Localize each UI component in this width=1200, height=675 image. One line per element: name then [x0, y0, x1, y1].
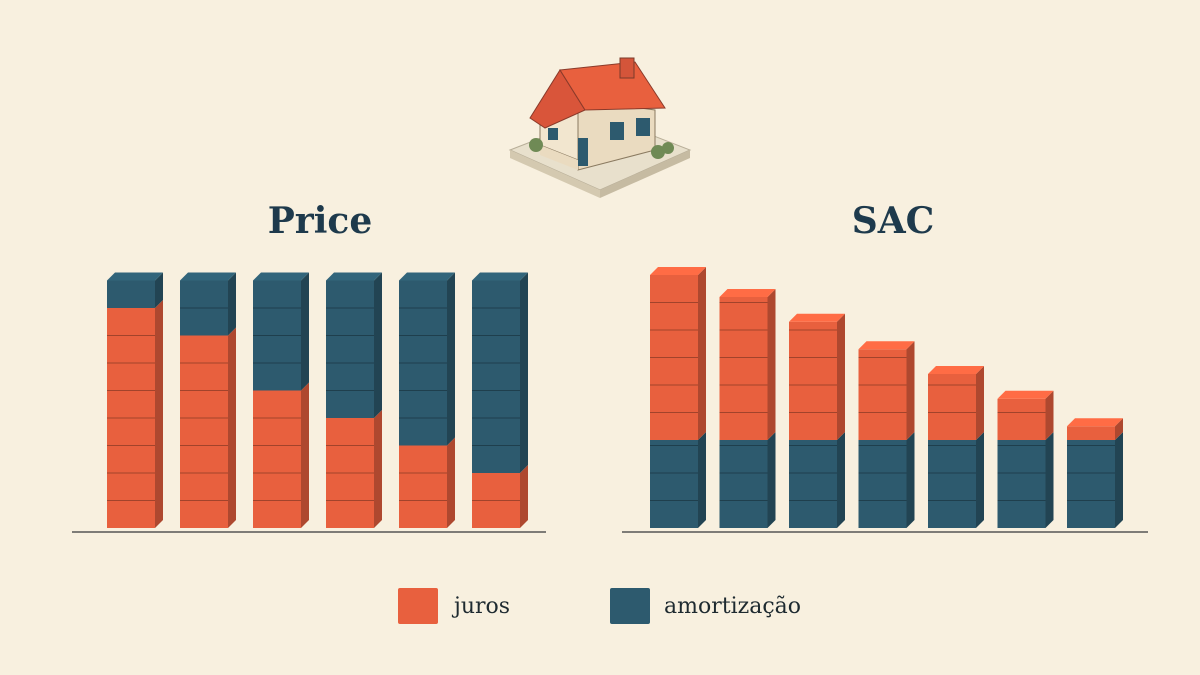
block-side: [374, 272, 382, 418]
block-side: [906, 432, 915, 528]
legend-swatch: [610, 588, 650, 624]
block-side: [1115, 432, 1123, 528]
block-top: [472, 272, 528, 281]
block-side: [447, 437, 455, 528]
block-side: [1045, 390, 1054, 440]
block-side: [520, 272, 528, 473]
bar-segment: [1067, 440, 1115, 528]
bar-segment: [253, 390, 301, 528]
block-side: [155, 272, 163, 308]
bar-segment: [928, 440, 976, 528]
legend-label: amortização: [664, 594, 801, 619]
block-top: [997, 390, 1054, 399]
bar-segment: [928, 374, 976, 440]
block-side: [698, 267, 706, 440]
block-side: [228, 327, 236, 528]
legend-swatch: [398, 588, 438, 624]
bar-segment: [326, 280, 374, 418]
block-top: [650, 267, 706, 275]
block-side: [698, 432, 706, 528]
block-side: [837, 313, 845, 440]
bar-segment: [1067, 426, 1115, 440]
block-side: [976, 432, 984, 528]
block-side: [374, 410, 382, 528]
bar-segment: [719, 297, 768, 440]
bar-segment: [858, 349, 907, 440]
block-side: [906, 341, 915, 440]
bar-segment: [180, 335, 228, 528]
block-side: [301, 382, 309, 528]
block-top: [107, 272, 163, 281]
block-side: [155, 300, 163, 528]
block-top: [1067, 418, 1123, 427]
block-side: [228, 272, 236, 336]
bar-segment: [858, 440, 907, 528]
block-top: [789, 313, 845, 322]
chart-title: SAC: [852, 200, 935, 242]
block-top: [928, 366, 984, 374]
bar-segment: [789, 321, 837, 440]
bar-segment: [789, 440, 837, 528]
bar-segment: [107, 280, 155, 308]
bar-segment: [399, 445, 447, 528]
chart-title: Price: [268, 200, 373, 242]
block-side: [1115, 418, 1123, 440]
block-side: [767, 432, 776, 528]
block-side: [301, 272, 309, 391]
block-side: [837, 432, 845, 528]
block-top: [719, 289, 776, 297]
legend-label: juros: [451, 594, 510, 619]
block-side: [976, 366, 984, 440]
bar-segment: [997, 398, 1046, 440]
block-side: [1045, 432, 1054, 528]
block-top: [253, 272, 309, 281]
bar-segment: [997, 440, 1046, 528]
block-side: [767, 289, 776, 440]
house-illustration: [508, 57, 692, 198]
bar-segment: [472, 280, 520, 473]
block-side: [520, 465, 528, 528]
block-top: [180, 272, 236, 281]
block-side: [447, 272, 455, 446]
bar-segment: [650, 440, 698, 528]
bar-segment: [719, 440, 768, 528]
block-top: [858, 341, 915, 350]
block-top: [326, 272, 382, 281]
block-top: [399, 272, 455, 281]
